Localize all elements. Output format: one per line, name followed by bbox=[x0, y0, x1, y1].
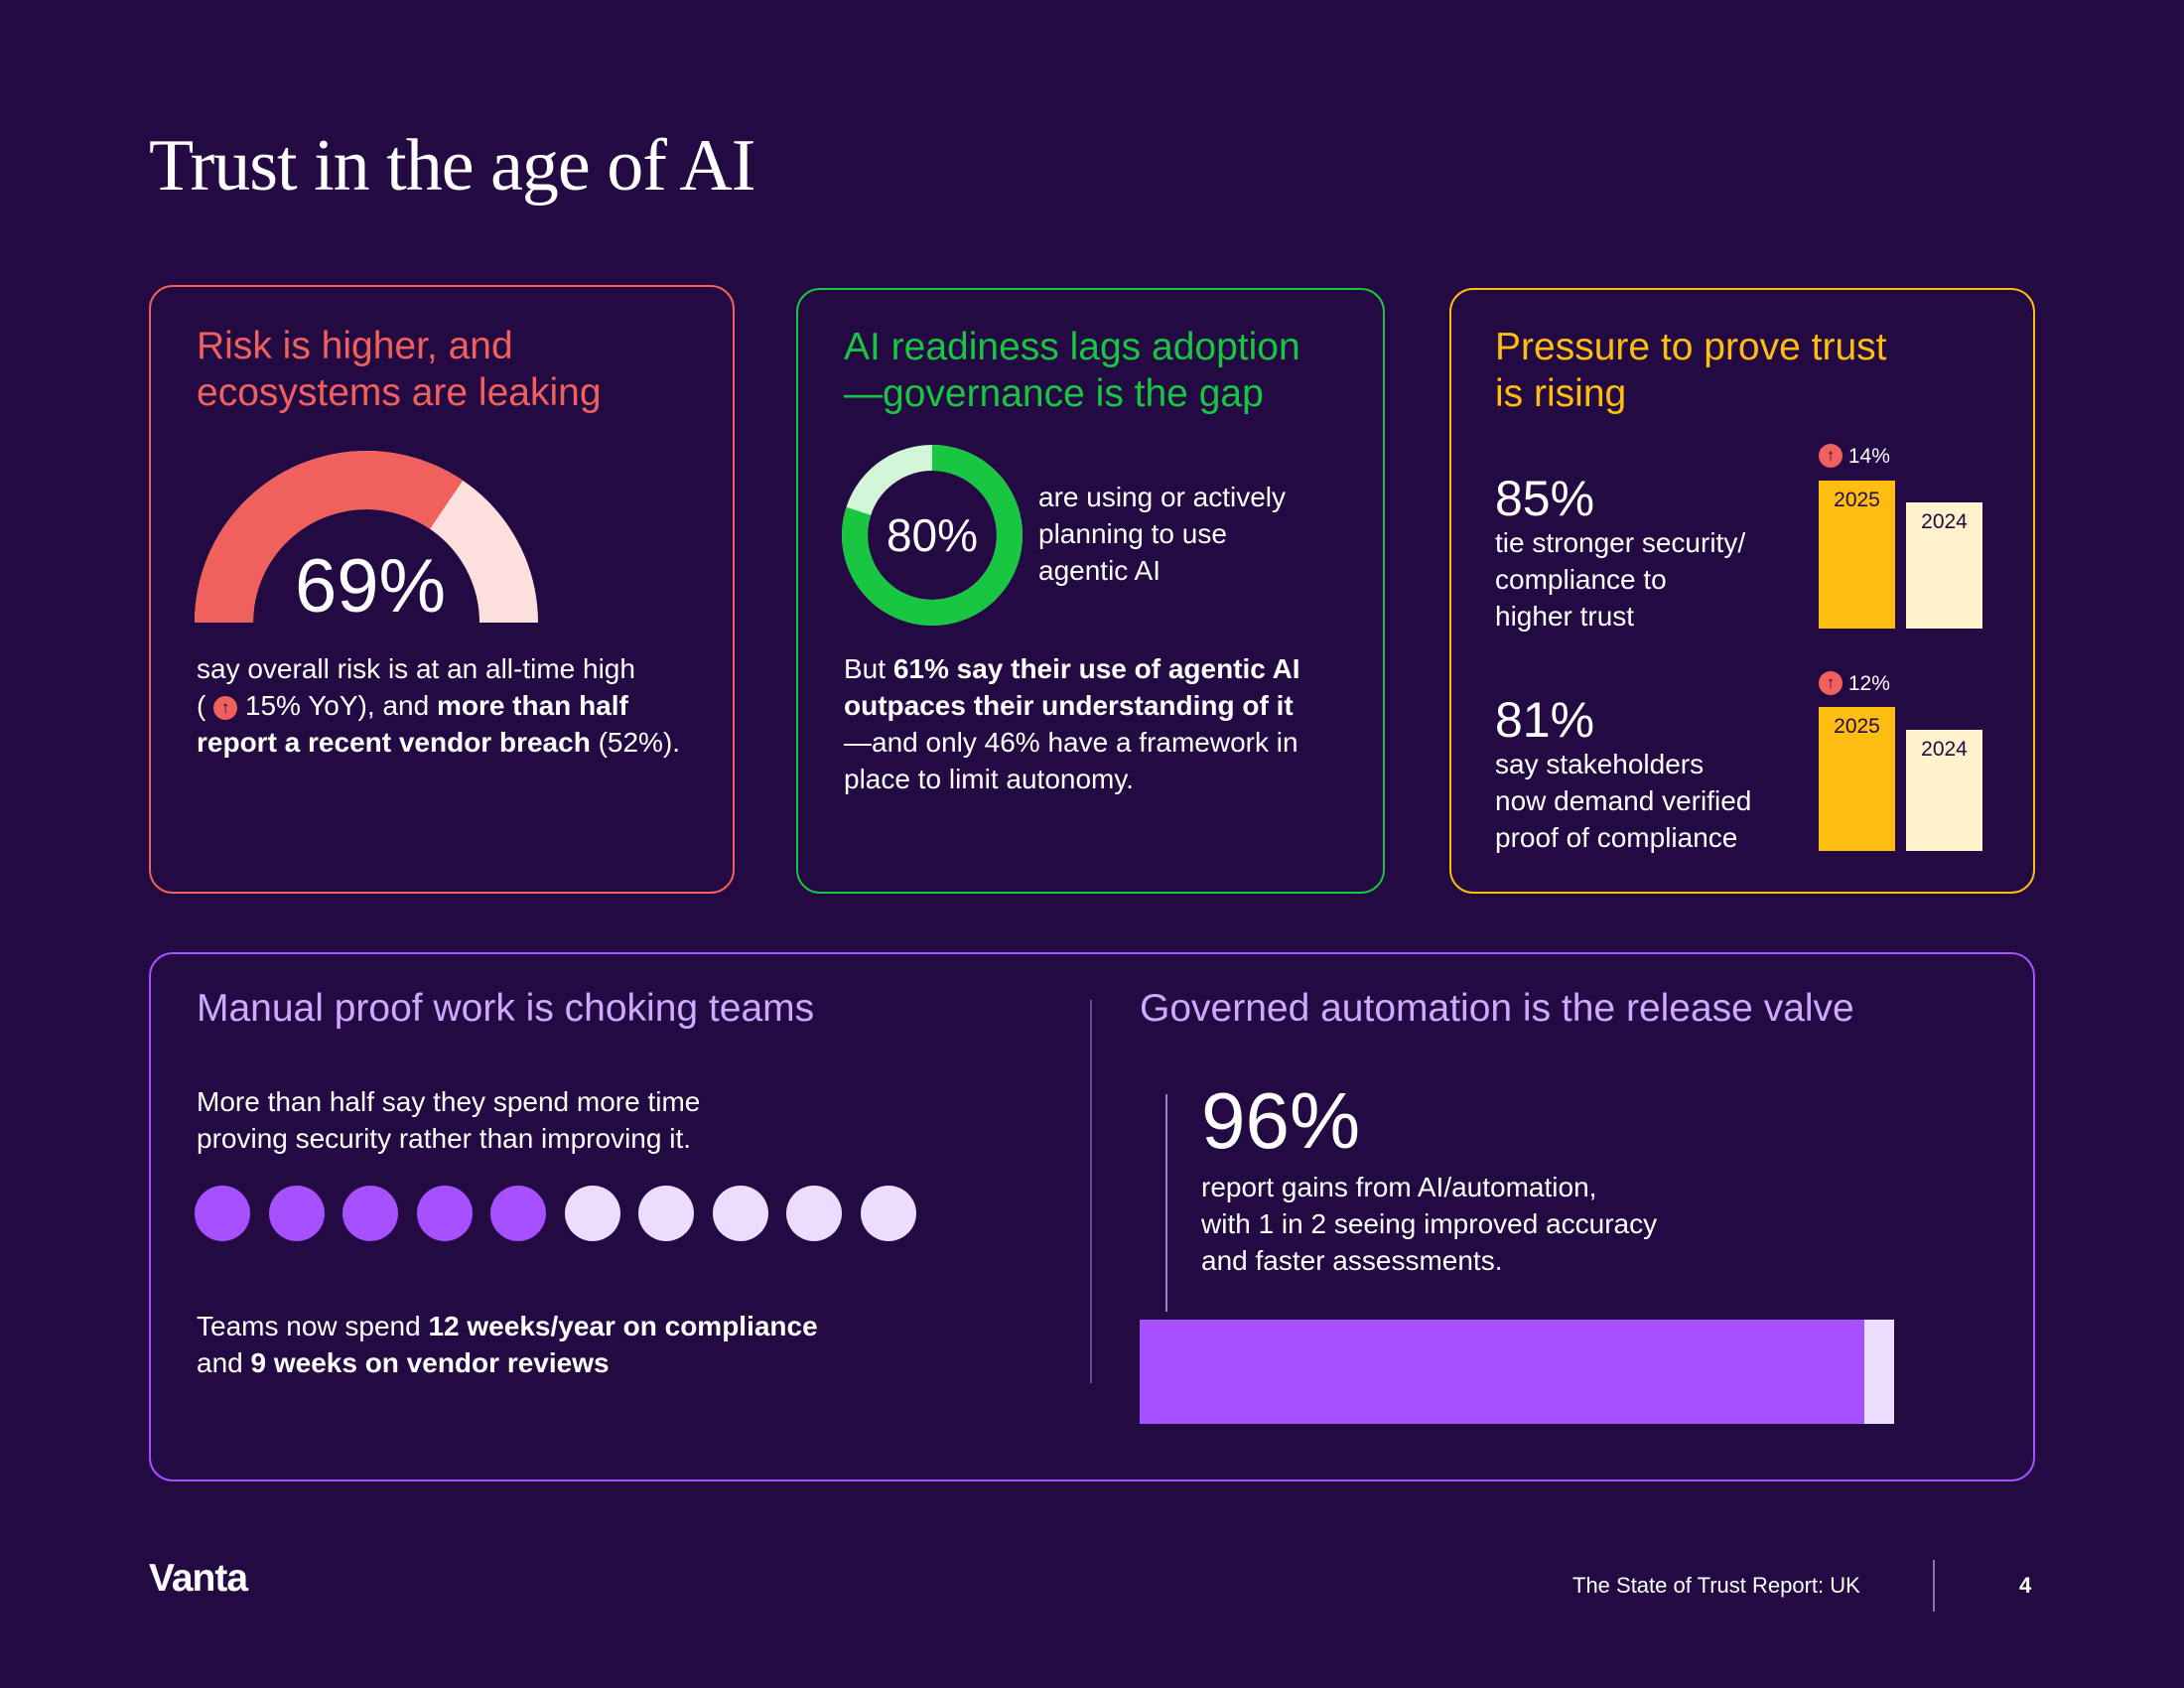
risk-gauge bbox=[195, 451, 538, 623]
risk-bold-breach: report a recent vendor breach bbox=[197, 727, 591, 758]
dot-empty bbox=[786, 1186, 842, 1241]
stat1-description: tie stronger security/ compliance to hig… bbox=[1495, 524, 1745, 634]
report-name: The State of Trust Report: UK bbox=[1572, 1573, 1860, 1598]
risk-tail: (52%). bbox=[590, 727, 681, 758]
dot-empty bbox=[712, 1186, 768, 1241]
automation-value: 96% bbox=[1201, 1076, 1361, 1165]
ai-p-line2: outpaces their understanding of it bbox=[844, 690, 1294, 721]
callout-line bbox=[1165, 1094, 1167, 1312]
risk-bold-half: more than half bbox=[436, 690, 628, 721]
risk-yoy: 15% YoY), and bbox=[237, 690, 437, 721]
vanta-logo: Vanta bbox=[149, 1557, 248, 1600]
donut-label: are using or actively planning to use ag… bbox=[1038, 479, 1286, 589]
ai-p-line4: place to limit autonomy. bbox=[844, 764, 1135, 794]
stat2-value: 81% bbox=[1495, 692, 1595, 748]
page-number: 4 bbox=[2019, 1573, 2032, 1598]
dot-filled bbox=[268, 1186, 325, 1241]
automation-line3: and faster assessments. bbox=[1201, 1245, 1503, 1276]
ai-card-heading: AI readiness lags adoption —governance i… bbox=[844, 324, 1300, 417]
stat2-line3: proof of compliance bbox=[1495, 822, 1738, 853]
stat2-description: say stakeholders now demand verified pro… bbox=[1495, 746, 1751, 856]
manual-line2: proving security rather than improving i… bbox=[197, 1123, 691, 1154]
stat1-line2: compliance to bbox=[1495, 564, 1667, 595]
manual-footnote: Teams now spend 12 weeks/year on complia… bbox=[197, 1308, 818, 1381]
manual-line1: More than half say they spend more time bbox=[197, 1086, 701, 1117]
stat1-bar-2024: 2024 bbox=[1906, 502, 1982, 629]
automation-line2: with 1 in 2 seeing improved accuracy bbox=[1201, 1208, 1658, 1239]
dot-empty bbox=[860, 1186, 916, 1241]
ai-heading-line1: AI readiness lags adoption bbox=[844, 326, 1300, 368]
stat1-change: ↑ 14% bbox=[1819, 444, 1890, 470]
donut-label-line1: are using or actively bbox=[1038, 482, 1287, 512]
pressure-card-heading: Pressure to prove trust is rising bbox=[1495, 324, 1887, 417]
arrow-up-icon: ↑ bbox=[213, 696, 238, 720]
pressure-heading-line2: is rising bbox=[1495, 372, 1627, 415]
ai-heading-line2: —governance is the gap bbox=[844, 372, 1264, 415]
stat1-bar-2024-label: 2024 bbox=[1921, 510, 1968, 533]
manual-heading: Manual proof work is choking teams bbox=[197, 987, 815, 1030]
gauge-value: 69% bbox=[294, 544, 447, 629]
bottom-card: Manual proof work is choking teams More … bbox=[149, 952, 2035, 1481]
ai-p-line3: —and only 46% have a framework in bbox=[844, 727, 1298, 758]
stat1-value: 85% bbox=[1495, 471, 1595, 526]
manual-f-line2b: 9 weeks on vendor reviews bbox=[250, 1347, 610, 1378]
stat2-change-value: 12% bbox=[1847, 672, 1890, 695]
section-divider bbox=[1090, 1000, 1092, 1383]
stat2-bar-2025: 2025 bbox=[1819, 707, 1895, 851]
gauge-fill bbox=[195, 451, 464, 623]
ai-readiness-card: AI readiness lags adoption —governance i… bbox=[796, 288, 1385, 894]
risk-card-heading: Risk is higher, and ecosystems are leaki… bbox=[197, 323, 602, 416]
ai-description: But 61% say their use of agentic AI outp… bbox=[844, 650, 1360, 797]
donut-label-line2: planning to use bbox=[1038, 518, 1227, 549]
manual-description: More than half say they spend more time … bbox=[197, 1083, 700, 1157]
risk-heading-line1: Risk is higher, and bbox=[197, 325, 513, 367]
automation-heading: Governed automation is the release valve bbox=[1140, 987, 1854, 1030]
dot-filled bbox=[195, 1186, 250, 1241]
risk-paren: ( bbox=[197, 690, 206, 721]
pressure-heading-line1: Pressure to prove trust bbox=[1495, 326, 1887, 368]
stat2-change: ↑ 12% bbox=[1819, 671, 1890, 697]
stat1-bar-2025: 2025 bbox=[1819, 481, 1895, 629]
dot-filled bbox=[342, 1186, 398, 1241]
stat1-line1: tie stronger security/ bbox=[1495, 527, 1746, 558]
manual-f-line1b: 12 weeks/year on compliance bbox=[428, 1311, 818, 1341]
dot-empty bbox=[638, 1186, 694, 1241]
risk-description: say overall risk is at an all-time high … bbox=[197, 650, 713, 761]
dot-filled bbox=[416, 1186, 473, 1241]
dot-empty bbox=[564, 1186, 620, 1241]
dot-filled bbox=[490, 1186, 546, 1241]
donut-label-line3: agentic AI bbox=[1038, 555, 1160, 586]
manual-f-line1a: Teams now spend bbox=[197, 1311, 429, 1341]
ai-p-line1b: 61% say their use of agentic AI bbox=[892, 653, 1300, 684]
automation-bar-fill bbox=[1140, 1320, 1864, 1424]
stat1-line3: higher trust bbox=[1495, 601, 1635, 632]
risk-line1: say overall risk is at an all-time high bbox=[197, 653, 635, 684]
stat2-bar-2024-label: 2024 bbox=[1921, 738, 1968, 761]
stat2-bar-2024: 2024 bbox=[1906, 730, 1982, 851]
donut-value: 80% bbox=[886, 509, 979, 561]
stat1-change-value: 14% bbox=[1847, 445, 1890, 468]
risk-card: Risk is higher, and ecosystems are leaki… bbox=[149, 285, 735, 894]
footer-divider bbox=[1933, 1560, 1935, 1612]
stat2-line1: say stakeholders bbox=[1495, 749, 1705, 779]
stat2-line2: now demand verified bbox=[1495, 785, 1752, 816]
stat2-bar-2025-label: 2025 bbox=[1834, 715, 1880, 738]
ai-p-line1a: But bbox=[844, 653, 893, 684]
automation-description: report gains from AI/automation, with 1 … bbox=[1201, 1169, 1657, 1279]
stat1-bar-2025-label: 2025 bbox=[1834, 489, 1880, 511]
manual-f-line2a: and bbox=[197, 1347, 251, 1378]
donut-fill bbox=[842, 445, 1023, 626]
arrow-up-icon: ↑ bbox=[1819, 444, 1843, 468]
risk-heading-line2: ecosystems are leaking bbox=[197, 371, 602, 414]
arrow-up-icon: ↑ bbox=[1819, 671, 1843, 695]
automation-line1: report gains from AI/automation, bbox=[1201, 1172, 1597, 1202]
page-title: Trust in the age of AI bbox=[149, 125, 755, 207]
pressure-card: Pressure to prove trust is rising 85% ti… bbox=[1449, 288, 2035, 894]
dot-chart bbox=[195, 1186, 929, 1245]
ai-donut bbox=[842, 445, 1023, 626]
automation-bar-track bbox=[1140, 1320, 1894, 1424]
